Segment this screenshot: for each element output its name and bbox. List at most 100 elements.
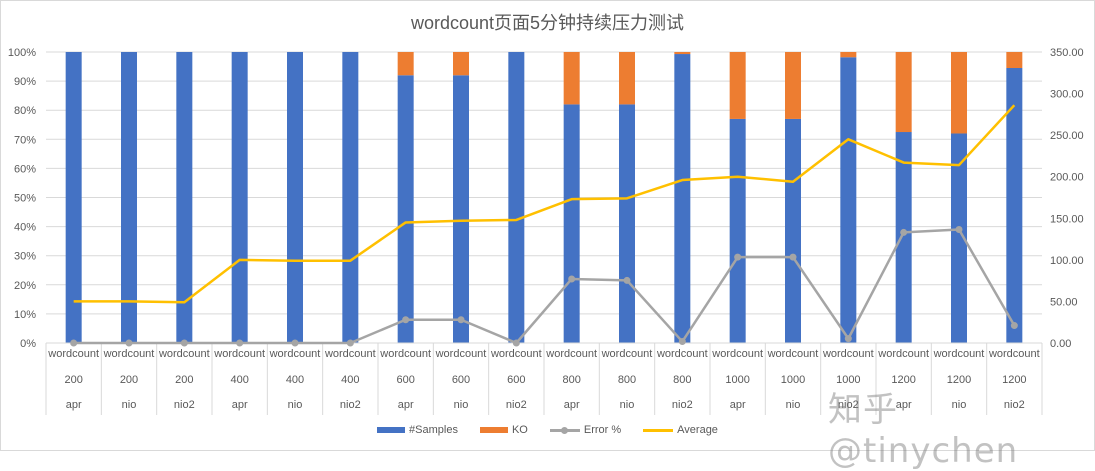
category-label: wordcount bbox=[822, 348, 874, 360]
bar-samples bbox=[563, 104, 580, 343]
legend-item-average: Average bbox=[643, 424, 718, 436]
category-label: nio2 bbox=[506, 399, 527, 411]
legend-swatch-average bbox=[643, 425, 674, 435]
bar-samples bbox=[287, 52, 303, 343]
marker-error bbox=[236, 339, 244, 347]
y-axis-tick: 40% bbox=[14, 222, 36, 234]
category-label: wordcount bbox=[269, 348, 321, 360]
category-label: nio bbox=[288, 399, 303, 411]
category-label: nio bbox=[786, 399, 801, 411]
marker-error bbox=[678, 338, 686, 346]
legend-item-samples: #Samples bbox=[377, 424, 458, 436]
category-label: nio bbox=[454, 399, 469, 411]
y-axis-tick: 70% bbox=[14, 134, 36, 146]
marker-error bbox=[789, 253, 797, 261]
category-label: wordcount bbox=[324, 348, 376, 360]
category-label: wordcount bbox=[988, 348, 1040, 360]
legend-label: Error % bbox=[583, 424, 622, 436]
category-label: apr bbox=[730, 399, 746, 411]
bar-ko bbox=[453, 52, 469, 76]
category-label: 800 bbox=[618, 374, 636, 386]
marker-error bbox=[512, 339, 520, 347]
category-label: 1200 bbox=[947, 374, 971, 386]
category-label: nio2 bbox=[672, 399, 693, 411]
bar-samples bbox=[65, 52, 82, 343]
bar-samples bbox=[840, 57, 857, 343]
category-label: nio bbox=[620, 399, 635, 411]
bar-ko bbox=[895, 52, 912, 133]
category-label: nio2 bbox=[838, 399, 859, 411]
bar-ko bbox=[619, 52, 635, 105]
category-label: 1000 bbox=[725, 374, 749, 386]
marker-error bbox=[1010, 322, 1018, 330]
bar-samples bbox=[121, 52, 137, 343]
y2-axis-tick: 0.00 bbox=[1050, 338, 1071, 350]
legend-swatch-error bbox=[549, 425, 580, 435]
category-label: apr bbox=[66, 399, 82, 411]
y-axis-tick: 20% bbox=[14, 280, 36, 292]
marker-error bbox=[125, 339, 133, 347]
marker-error bbox=[955, 226, 963, 234]
chart-title: wordcount页面5分钟持续压力测试 bbox=[410, 13, 685, 33]
marker-error bbox=[346, 339, 354, 347]
category-label: 600 bbox=[396, 374, 414, 386]
category-label: 400 bbox=[341, 374, 359, 386]
marker-error bbox=[900, 228, 908, 236]
legend-item-error: Error % bbox=[549, 424, 622, 436]
category-label: 1200 bbox=[891, 374, 915, 386]
category-label: 1000 bbox=[781, 374, 805, 386]
y2-axis-tick: 250.00 bbox=[1050, 130, 1084, 142]
bar-ko bbox=[563, 52, 580, 105]
category-label: wordcount bbox=[933, 348, 985, 360]
bar-samples bbox=[453, 75, 469, 343]
bar-samples bbox=[619, 104, 635, 343]
marker-error bbox=[568, 275, 576, 283]
legend-label: Average bbox=[677, 424, 718, 436]
category-label: 200 bbox=[120, 374, 138, 386]
category-label: wordcount bbox=[767, 348, 819, 360]
category-label: wordcount bbox=[711, 348, 763, 360]
y-axis-tick: 30% bbox=[14, 251, 36, 263]
line-average bbox=[73, 104, 1016, 304]
category-label: 800 bbox=[673, 374, 691, 386]
category-label: 1000 bbox=[836, 374, 860, 386]
category-label: wordcount bbox=[490, 348, 542, 360]
y2-axis-tick: 150.00 bbox=[1050, 213, 1084, 225]
marker-error bbox=[180, 339, 188, 347]
y-axis-tick: 50% bbox=[14, 193, 36, 205]
category-label: nio2 bbox=[174, 399, 195, 411]
category-label: wordcount bbox=[877, 348, 929, 360]
y-axis-tick: 60% bbox=[14, 163, 36, 175]
category-label: wordcount bbox=[103, 348, 155, 360]
y2-axis-tick: 100.00 bbox=[1050, 255, 1084, 267]
bar-ko bbox=[729, 52, 746, 119]
bar-samples bbox=[176, 52, 193, 343]
category-label: nio bbox=[122, 399, 137, 411]
bar-samples bbox=[674, 54, 691, 344]
category-label: wordcount bbox=[213, 348, 265, 360]
legend-swatch-ko bbox=[479, 427, 508, 433]
marker-error bbox=[623, 276, 631, 284]
bar-samples bbox=[342, 52, 359, 343]
bar-ko bbox=[1006, 52, 1023, 69]
category-label: 400 bbox=[286, 374, 304, 386]
category-label: 200 bbox=[64, 374, 82, 386]
bar-samples bbox=[231, 52, 248, 343]
category-label: wordcount bbox=[158, 348, 210, 360]
bar-samples bbox=[895, 132, 912, 343]
y-axis-tick: 10% bbox=[14, 309, 36, 321]
y-axis-tick: 100% bbox=[8, 47, 36, 59]
category-label: 400 bbox=[230, 374, 248, 386]
bar-ko bbox=[397, 52, 414, 76]
category-label: nio bbox=[952, 399, 967, 411]
category-label: nio2 bbox=[1004, 399, 1025, 411]
bar-samples bbox=[951, 133, 967, 343]
legend-label: KO bbox=[511, 424, 528, 436]
y2-axis-tick: 50.00 bbox=[1050, 296, 1078, 308]
chart-legend: #Samples KO Error % Average bbox=[0, 424, 1095, 436]
category-label: wordcount bbox=[47, 348, 99, 360]
y-axis-tick: 0% bbox=[20, 338, 36, 350]
line-error bbox=[73, 228, 1016, 345]
y-axis-tick: 90% bbox=[14, 76, 36, 88]
bar-samples bbox=[508, 52, 525, 343]
